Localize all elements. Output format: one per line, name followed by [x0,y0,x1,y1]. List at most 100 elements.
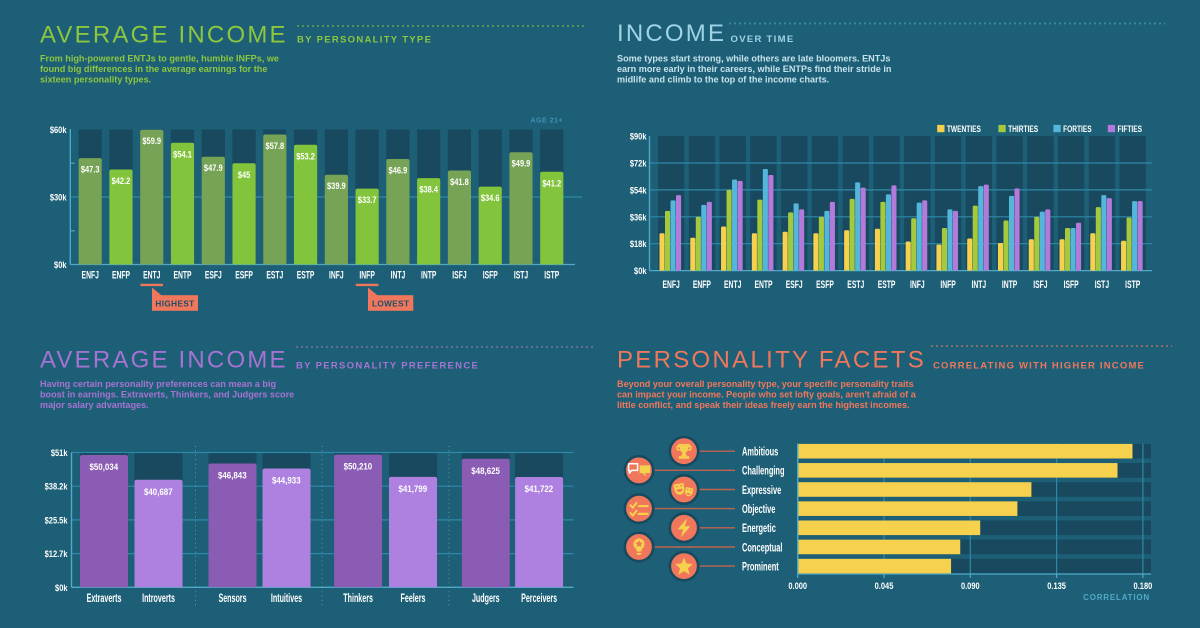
svg-text:HIGHEST: HIGHEST [155,300,194,309]
svg-text:$54k: $54k [630,186,647,196]
svg-text:0.180: 0.180 [1134,581,1153,591]
svg-text:$25.5k: $25.5k [45,516,68,526]
svg-text:OVER TIME: OVER TIME [731,34,795,45]
svg-text:major salary advantages.: major salary advantages. [40,400,149,410]
svg-text:$53.2: $53.2 [296,152,315,162]
svg-text:ISFJ: ISFJ [452,269,466,281]
svg-text:ENFJ: ENFJ [663,278,680,290]
svg-text:found big differences in the a: found big differences in the average ear… [40,64,267,74]
svg-text:Judgers: Judgers [472,592,500,605]
svg-text:$72k: $72k [630,159,647,169]
svg-text:Some types start strong, while: Some types start strong, while others ar… [617,54,890,64]
svg-text:INFP: INFP [940,278,955,290]
svg-text:$49.9: $49.9 [512,159,531,169]
svg-text:ISFJ: ISFJ [1033,278,1047,290]
svg-text:INFP: INFP [359,269,374,281]
svg-text:FIFTIES: FIFTIES [1118,124,1143,134]
svg-text:$46.9: $46.9 [389,166,408,176]
svg-text:$41,799: $41,799 [399,483,428,494]
svg-text:little conflict, and speak the: little conflict, and speak their ideas f… [617,400,910,410]
svg-text:$0k: $0k [54,260,67,270]
svg-text:ISFP: ISFP [1064,278,1079,290]
svg-text:Ambitious: Ambitious [742,446,779,459]
svg-text:INTP: INTP [1002,278,1017,290]
svg-text:$47.9: $47.9 [204,164,223,174]
svg-text:FORTIES: FORTIES [1063,124,1092,134]
svg-text:sixteen personality types.: sixteen personality types. [40,75,151,85]
svg-text:$0k: $0k [55,583,68,593]
svg-text:Energetic: Energetic [742,522,776,535]
svg-text:TWENTIES: TWENTIES [947,124,981,134]
svg-text:ESFP: ESFP [235,269,253,281]
svg-text:$90k: $90k [630,132,647,142]
svg-text:$0k: $0k [634,267,647,277]
svg-text:ESFJ: ESFJ [205,269,222,281]
svg-text:INTP: INTP [421,269,436,281]
svg-text:Conceptual: Conceptual [742,542,783,555]
svg-text:ENFP: ENFP [112,269,130,281]
svg-text:earn more early in their caree: earn more early in their careers, while … [617,64,891,74]
svg-text:BY PERSONALITY PREFERENCE: BY PERSONALITY PREFERENCE [296,361,479,372]
svg-text:AVERAGE INCOME: AVERAGE INCOME [40,347,288,374]
svg-text:can impact your income. People: can impact your income. People who set l… [617,389,917,399]
svg-text:0.045: 0.045 [875,581,894,591]
svg-text:$41.2: $41.2 [542,179,561,189]
svg-text:$30k: $30k [50,193,67,203]
svg-text:THIRTIES: THIRTIES [1008,124,1038,134]
svg-text:$18k: $18k [630,240,647,250]
svg-text:PERSONALITY FACETS: PERSONALITY FACETS [617,347,926,374]
svg-text:BY PERSONALITY TYPE: BY PERSONALITY TYPE [297,35,432,46]
svg-text:INFJ: INFJ [910,278,925,290]
svg-text:ESFJ: ESFJ [786,278,803,290]
svg-text:Extraverts: Extraverts [87,592,122,605]
svg-text:ISTP: ISTP [544,269,559,281]
svg-text:ENFP: ENFP [693,278,711,290]
svg-text:AGE 21+: AGE 21+ [531,118,564,125]
svg-text:CORRELATING WITH HIGHER INCOME: CORRELATING WITH HIGHER INCOME [933,361,1145,372]
svg-text:$36k: $36k [630,213,647,223]
svg-text:$46,843: $46,843 [218,470,247,481]
svg-text:midlife and climb to the top o: midlife and climb to the top of the inco… [617,75,829,85]
svg-text:$45: $45 [238,170,251,180]
svg-text:0.135: 0.135 [1047,581,1066,591]
svg-text:ENTJ: ENTJ [724,278,741,290]
svg-text:$34.6: $34.6 [481,194,500,204]
svg-text:ENTJ: ENTJ [143,269,160,281]
svg-text:Introverts: Introverts [142,592,175,605]
svg-text:Intuitives: Intuitives [271,592,302,605]
svg-text:CORRELATION: CORRELATION [1083,593,1150,602]
svg-text:$42.2: $42.2 [112,177,131,187]
svg-text:$54.1: $54.1 [173,150,192,160]
svg-text:Objective: Objective [742,503,776,516]
svg-text:Having certain personality pre: Having certain personality preferences c… [40,379,276,389]
svg-text:ENFJ: ENFJ [82,269,99,281]
svg-text:INTJ: INTJ [972,278,987,290]
svg-text:ISTJ: ISTJ [1095,278,1109,290]
svg-text:Prominent: Prominent [742,561,779,574]
svg-text:ISTP: ISTP [1125,278,1140,290]
svg-text:$38.4: $38.4 [419,185,438,195]
svg-text:Feelers: Feelers [401,592,426,605]
svg-text:Challenging: Challenging [742,465,785,478]
svg-text:Sensors: Sensors [218,592,246,605]
svg-text:$41.8: $41.8 [450,177,469,187]
svg-text:ESTJ: ESTJ [847,278,864,290]
svg-text:Thinkers: Thinkers [343,592,373,605]
svg-text:ESTJ: ESTJ [266,269,283,281]
svg-text:boost in earnings. Extraverts,: boost in earnings. Extraverts, Thinkers,… [40,389,294,399]
svg-text:$39.9: $39.9 [327,182,346,192]
svg-text:ISFP: ISFP [483,269,498,281]
svg-text:$57.8: $57.8 [265,141,284,151]
svg-text:$50,210: $50,210 [344,461,373,472]
svg-text:Beyond your overall personalit: Beyond your overall personality type, yo… [617,379,914,389]
svg-text:$38.2k: $38.2k [45,482,68,492]
svg-text:From high-powered ENTJs to gen: From high-powered ENTJs to gentle, humbl… [40,54,279,64]
svg-text:ENTP: ENTP [754,278,772,290]
svg-text:ESTP: ESTP [878,278,896,290]
svg-text:0.090: 0.090 [961,581,980,591]
svg-text:$40,687: $40,687 [144,486,173,497]
svg-text:$59.9: $59.9 [142,137,161,147]
svg-text:$60k: $60k [50,125,67,135]
svg-text:$41,722: $41,722 [525,484,554,495]
svg-text:ISTJ: ISTJ [514,269,528,281]
